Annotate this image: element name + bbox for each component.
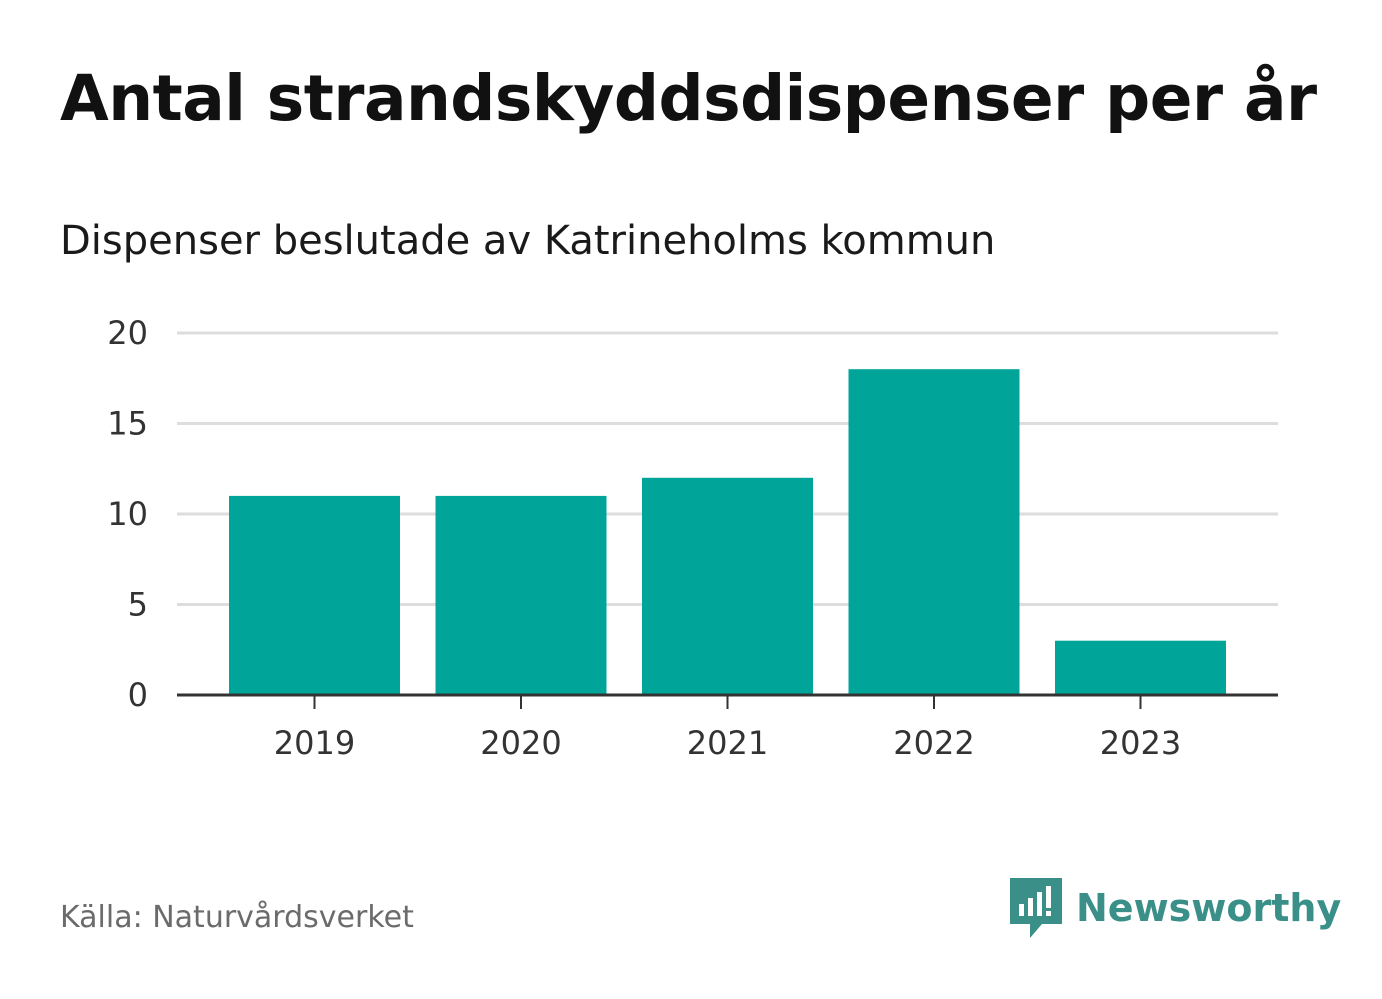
x-tick-label: 2022 — [893, 724, 974, 762]
bar-2022[interactable] — [848, 369, 1020, 695]
y-tick-label: 10 — [107, 495, 148, 533]
x-tick-label: 2023 — [1100, 724, 1181, 762]
x-tick-label: 2020 — [480, 724, 561, 762]
y-tick-label: 20 — [107, 314, 148, 352]
newsworthy-logo-icon — [1010, 878, 1062, 938]
y-tick-label: 0 — [128, 676, 148, 714]
y-tick-label: 15 — [107, 405, 148, 443]
brand-name: Newsworthy — [1076, 886, 1342, 930]
tick-labels: 0 5 10 15 20 2019 2020 2021 2022 2023 — [107, 314, 1181, 762]
bars — [229, 369, 1226, 695]
bar-2021[interactable] — [642, 477, 813, 695]
bar-2019[interactable] — [229, 495, 400, 695]
newsworthy-logo[interactable]: Newsworthy — [1010, 878, 1341, 938]
chart-subtitle: Dispenser beslutade av Katrineholms komm… — [60, 218, 996, 264]
x-tick-label: 2021 — [687, 724, 768, 762]
y-tick-label: 5 — [128, 586, 148, 624]
bar-2023[interactable] — [1055, 640, 1226, 695]
bar-2020[interactable] — [435, 495, 607, 695]
x-tick-label: 2019 — [274, 724, 355, 762]
axes — [177, 693, 1278, 709]
chart-title: Antal strandskyddsdispenser per år — [60, 62, 1317, 135]
source-note: Källa: Naturvårdsverket — [60, 900, 414, 935]
